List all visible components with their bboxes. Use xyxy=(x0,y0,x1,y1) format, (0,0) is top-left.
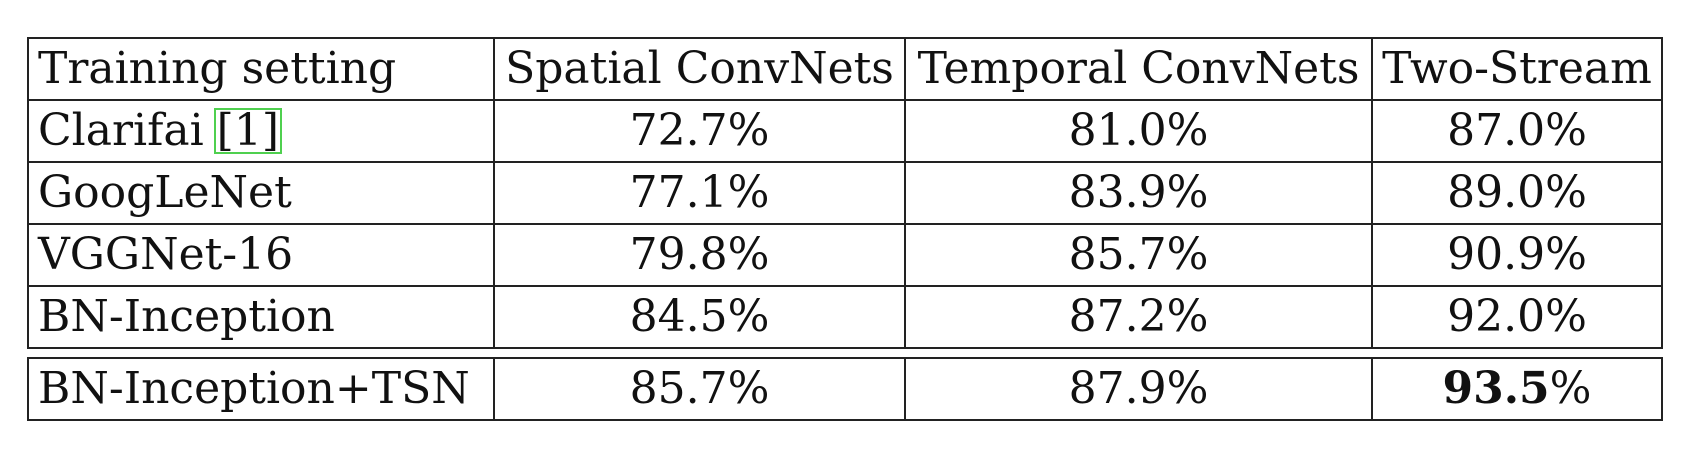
spatial-value: 77.1% xyxy=(493,163,904,223)
table-row-clarifai: Clarifai [1] 72.7% 81.0% 87.0% xyxy=(27,101,1663,163)
citation-link[interactable]: [1] xyxy=(213,108,282,154)
two-stream-value: 92.0% xyxy=(1371,287,1661,347)
setting-name: BN-Inception+TSN xyxy=(38,363,470,414)
table-row-bn-inception: BN-Inception 84.5% 87.2% 92.0% xyxy=(27,287,1663,349)
two-stream-value: 87.0% xyxy=(1371,101,1661,161)
header-two-stream: Two-Stream xyxy=(1371,39,1661,99)
temporal-value: 87.2% xyxy=(904,287,1371,347)
table-row-vggnet16: VGGNet-16 79.8% 85.7% 90.9% xyxy=(27,225,1663,287)
percent-sign: % xyxy=(1549,363,1592,414)
two-stream-value: 89.0% xyxy=(1371,163,1661,223)
two-stream-best-value: 93.5% xyxy=(1371,359,1661,419)
temporal-value: 85.7% xyxy=(904,225,1371,285)
setting-name: BN-Inception xyxy=(38,291,335,342)
setting-name: VGGNet-16 xyxy=(38,229,294,280)
header-row: Training setting Spatial ConvNets Tempor… xyxy=(27,37,1663,101)
setting-name: Clarifai xyxy=(38,105,204,156)
spatial-value: 85.7% xyxy=(493,359,904,419)
two-stream-value: 90.9% xyxy=(1371,225,1661,285)
spatial-value: 84.5% xyxy=(493,287,904,347)
spatial-value: 72.7% xyxy=(493,101,904,161)
results-table: Training setting Spatial ConvNets Tempor… xyxy=(27,37,1663,421)
temporal-value: 83.9% xyxy=(904,163,1371,223)
header-spatial-convnets: Spatial ConvNets xyxy=(493,39,904,99)
table-row-googlenet: GoogLeNet 77.1% 83.9% 89.0% xyxy=(27,163,1663,225)
header-training-setting: Training setting xyxy=(38,43,397,94)
setting-name: GoogLeNet xyxy=(38,167,292,218)
table-row-bn-inception-tsn: BN-Inception+TSN 85.7% 87.9% 93.5% xyxy=(27,357,1663,421)
header-temporal-convnets: Temporal ConvNets xyxy=(904,39,1371,99)
temporal-value: 81.0% xyxy=(904,101,1371,161)
double-rule-gap xyxy=(27,349,1663,357)
spatial-value: 79.8% xyxy=(493,225,904,285)
temporal-value: 87.9% xyxy=(904,359,1371,419)
best-number: 93.5 xyxy=(1442,363,1550,414)
row-label: Clarifai [1] xyxy=(29,101,493,161)
